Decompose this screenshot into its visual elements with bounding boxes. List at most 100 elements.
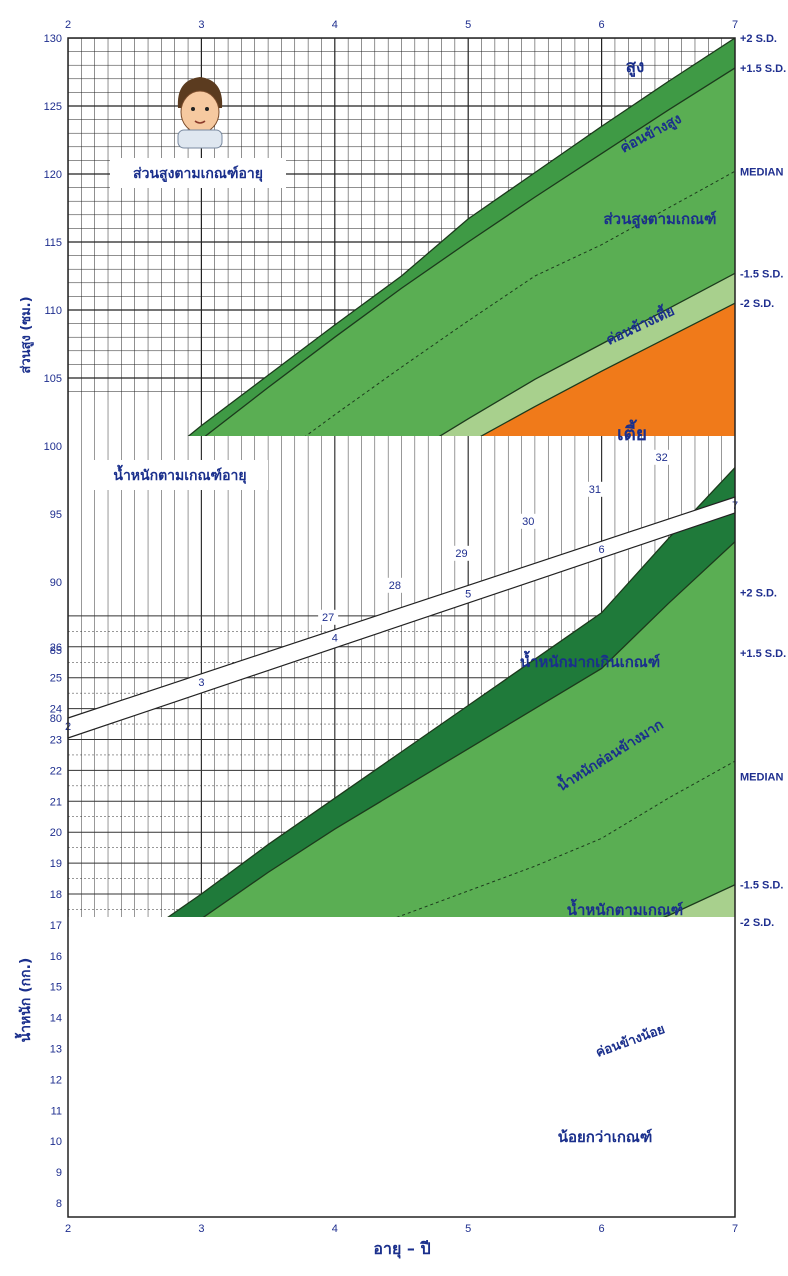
height-sd-line xyxy=(480,302,735,436)
age-tick-top: 5 xyxy=(465,19,471,31)
weight-tick-extended: 30 xyxy=(522,516,534,528)
age-tick-bottom: 7 xyxy=(732,1223,738,1235)
age-strip-label: 5 xyxy=(465,588,471,600)
age-tick-top: 2 xyxy=(65,19,71,31)
height-sd-line xyxy=(438,272,735,436)
weight-sd-line xyxy=(202,541,735,917)
age-tick-bottom: 2 xyxy=(65,1223,71,1235)
height-sd-line xyxy=(204,67,735,436)
weight-tick-label: 25 xyxy=(50,673,62,685)
height-bands xyxy=(188,38,735,436)
weight-tick-label: 20 xyxy=(50,827,62,839)
weight-sd-lines xyxy=(167,467,735,917)
age-tick-top: 3 xyxy=(198,19,204,31)
ext-label-bg xyxy=(651,449,672,465)
age-axis-title: อายุ – ปี xyxy=(373,1239,430,1259)
weight-tick-label: 8 xyxy=(56,1198,62,1210)
weight-tick-label: 22 xyxy=(50,765,62,777)
age-tick-bottom: 6 xyxy=(599,1223,605,1235)
band-tall xyxy=(188,38,735,436)
weight-title-box: น้ำหนักตามเกณฑ์อายุ xyxy=(92,460,268,490)
weight-tick-label: 21 xyxy=(50,796,62,808)
weight-tick-label: 9 xyxy=(56,1167,62,1179)
weight-tick-label: 18 xyxy=(50,889,62,901)
age-strip-label: 3 xyxy=(198,677,204,689)
zone-label-normal-weight: น้ำหนักตามเกณฑ์ xyxy=(567,898,684,919)
weight-tick-label: 11 xyxy=(51,1105,62,1117)
weight-sd-label: -1.5 S.D. xyxy=(740,880,783,892)
weight-tick-label: 19 xyxy=(50,858,62,870)
weight-tick-label: 13 xyxy=(50,1044,62,1056)
weight-tick-label: 14 xyxy=(50,1013,62,1025)
age-tick-top: 7 xyxy=(732,19,738,31)
weight-tick-extended: 29 xyxy=(455,548,467,560)
height-sd-label: -1.5 S.D. xyxy=(740,268,783,280)
ext-label-bg xyxy=(518,513,539,529)
weight-tick-label: 10 xyxy=(50,1136,62,1148)
age-tick-top: 4 xyxy=(332,19,338,31)
height-sd-lines xyxy=(187,38,735,436)
height-tick-label: 95 xyxy=(50,509,62,521)
height-tick-label: 130 xyxy=(44,33,62,45)
age-strip-label: 6 xyxy=(599,544,605,556)
height-sd-label: MEDIAN xyxy=(740,166,783,178)
weight-sd-line xyxy=(662,884,735,917)
axes: 80 85 90 95 100 105 110 115 120 125 130 8 9 10 11 12 13 1… xyxy=(44,19,738,1235)
weight-tick-label: 12 xyxy=(50,1074,62,1086)
weight-tick-label: 24 xyxy=(50,704,62,716)
ext-label-bg xyxy=(584,481,605,497)
band-short xyxy=(481,303,735,436)
child-illustration xyxy=(177,77,223,149)
height-sd-label: +2 S.D. xyxy=(740,33,777,45)
weight-sd-label: +2 S.D. xyxy=(740,587,777,599)
zone-label-tall: สูง xyxy=(626,57,645,78)
band-fairly-short xyxy=(440,273,735,436)
height-tick-label: 85 xyxy=(50,645,62,657)
age-strip-label: 4 xyxy=(332,633,338,645)
weight-bands xyxy=(68,467,735,1217)
age-tick-bottom: 4 xyxy=(332,1223,338,1235)
weight-tick-extended: 27 xyxy=(322,612,334,624)
weight-chart-title: น้ำหนักตามเกณฑ์อายุ xyxy=(113,464,246,484)
weight-tick-label: 15 xyxy=(50,982,62,994)
zone-label-underweight: น้อยกว่าเกณฑ์ xyxy=(558,1128,653,1146)
zone-label-short: เตี้ย xyxy=(617,419,647,445)
height-tick-label: 90 xyxy=(50,577,62,589)
height-tick-label: 105 xyxy=(44,373,62,385)
weight-sd-line xyxy=(167,467,735,917)
ext-label-bg xyxy=(384,577,405,593)
band-normal-weight xyxy=(203,541,735,917)
weight-tick-label: 16 xyxy=(50,951,62,963)
height-title-box: ส่วนสูงตามเกณฑ์อายุ xyxy=(110,158,286,188)
ext-label-bg xyxy=(318,609,339,625)
age-tick-bottom: 5 xyxy=(465,1223,471,1235)
height-sd-label: +1.5 S.D. xyxy=(740,63,786,75)
height-sd-label: -2 S.D. xyxy=(740,298,774,310)
weight-tick-label: 17 xyxy=(50,920,62,932)
band-underweight xyxy=(68,922,735,1217)
weight-tick-label: 23 xyxy=(50,735,62,747)
plot-frame xyxy=(67,37,736,1218)
weight-sd-label: +1.5 S.D. xyxy=(740,648,786,660)
weight-tick-extended: 28 xyxy=(389,580,401,592)
band-fairly-light xyxy=(664,884,735,917)
height-chart-title: ส่วนสูงตามเกณฑ์อายุ xyxy=(133,165,263,182)
height-tick-label: 115 xyxy=(44,237,62,249)
weight-axis-title: น้ำหนัก (กก.) xyxy=(14,958,34,1043)
zone-label-overweight: น้ำหนักมากเกินเกณฑ์ xyxy=(520,650,660,671)
height-tick-label: 110 xyxy=(44,305,62,317)
age-tick-bottom: 3 xyxy=(198,1223,204,1235)
height-tick-label: 120 xyxy=(44,169,62,181)
weight-tick-label: 26 xyxy=(50,642,62,654)
weight-sd-label: -2 S.D. xyxy=(740,917,774,929)
weight-tick-extended: 32 xyxy=(656,452,668,464)
ext-label-bg xyxy=(451,545,472,561)
weight-tick-extended: 31 xyxy=(589,484,601,496)
zone-label-normal-height: ส่วนสูงตามเกณฑ์ xyxy=(604,210,717,229)
age-tick-top: 6 xyxy=(599,19,605,31)
height-axis-title: ส่วนสูง (ซม.) xyxy=(19,296,34,373)
labels: +2 S.D. +1.5 S.D. MEDIAN -1.5 S.D. -2 S.D. +2… xyxy=(740,33,786,929)
height-tick-label: 125 xyxy=(44,101,62,113)
height-sd-line xyxy=(187,38,735,436)
